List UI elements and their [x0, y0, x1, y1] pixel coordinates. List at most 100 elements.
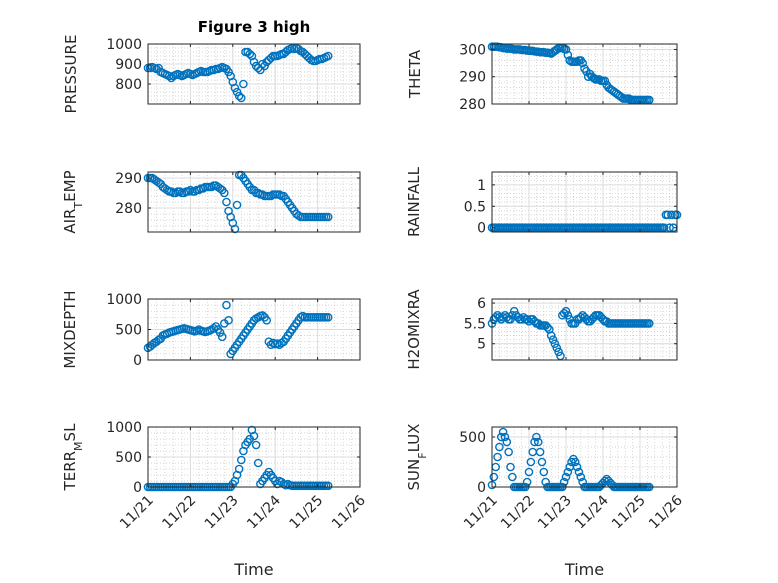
- y-axis-label: H2OMIXRA: [405, 289, 423, 370]
- y-tick-label: 0.5: [464, 199, 486, 215]
- data-point: [535, 447, 545, 457]
- y-tick-label: 1000: [106, 37, 142, 53]
- series-markers: [487, 42, 654, 105]
- data-point: [239, 79, 248, 89]
- axes-frame: [147, 171, 361, 233]
- data-point: [489, 472, 499, 482]
- y-axis-label: THETA: [406, 49, 424, 99]
- subplot-8: 0 500 SUNFLUX 11/2111/2211/2311/2411/2511/2…: [405, 424, 686, 579]
- x-tick-label: 11/25: [287, 493, 327, 533]
- axes-frame: [491, 426, 678, 488]
- data-point: [171, 188, 180, 198]
- data-point: [543, 323, 552, 332]
- data-point: [232, 200, 242, 210]
- series-markers: [487, 306, 654, 361]
- data-point: [262, 316, 272, 325]
- series-markers: [487, 210, 682, 233]
- data-point: [533, 437, 543, 447]
- y-tick-label: 0: [477, 480, 486, 496]
- y-tick-label: 0: [133, 480, 142, 496]
- y-axis-label: AIRTEMP: [61, 170, 85, 233]
- data-point: [509, 306, 519, 316]
- y-tick-label: 280: [459, 97, 486, 113]
- data-point: [561, 306, 571, 316]
- data-point: [323, 312, 333, 322]
- data-point: [600, 76, 610, 86]
- chart-title: Figure 3 high: [198, 18, 311, 36]
- data-point: [517, 315, 526, 324]
- data-point: [539, 467, 549, 477]
- y-tick-label: 290: [115, 171, 142, 187]
- y-tick-label: 6: [477, 296, 486, 312]
- y-tick-label: 1: [477, 178, 486, 194]
- x-tick-label: 11/26: [646, 492, 686, 532]
- y-axis-label: PRESSURE: [62, 35, 80, 114]
- data-point: [572, 57, 582, 67]
- subplot-7: 0 500 1000 TERRMSL 11/21 11/22 11/23 11/24 11/25…: [61, 420, 369, 579]
- data-point: [508, 472, 517, 482]
- data-point: [572, 462, 582, 472]
- data-point: [215, 184, 225, 193]
- y-axis-label: SUNFLUX: [405, 424, 429, 491]
- data-point: [217, 332, 227, 342]
- data-point: [530, 437, 539, 447]
- x-tick-label: 11/23: [535, 493, 575, 533]
- data-point: [253, 458, 263, 468]
- subplot-4: 0 0.5 1 RAINFALL: [405, 166, 682, 237]
- x-tick-label: 11/22: [159, 493, 199, 533]
- data-point: [578, 58, 587, 68]
- data-point: [576, 312, 586, 322]
- data-point: [532, 432, 541, 442]
- x-tick-label: 11/21: [461, 493, 501, 533]
- data-point: [576, 472, 586, 482]
- data-point: [258, 59, 267, 69]
- data-point: [275, 190, 284, 199]
- axes-frame: [491, 298, 678, 361]
- y-tick-label: 900: [115, 57, 142, 73]
- x-tick-label: 11/21: [117, 493, 157, 533]
- data-point: [589, 73, 599, 83]
- subplot-1: 800 900 1000 PRESSURE Figure 3 high: [62, 18, 361, 114]
- data-point: [537, 457, 547, 467]
- y-axis-label: RAINFALL: [405, 166, 423, 237]
- data-point: [500, 432, 510, 442]
- axes-frame: [147, 43, 361, 105]
- y-tick-label: 1000: [106, 420, 142, 436]
- data-point: [559, 477, 569, 487]
- series-markers: [143, 43, 333, 103]
- data-point: [522, 477, 532, 487]
- data-point: [550, 339, 560, 349]
- data-point: [249, 431, 259, 441]
- data-point: [215, 328, 225, 337]
- data-point: [186, 185, 195, 195]
- data-point: [570, 457, 580, 467]
- data-point: [323, 51, 333, 61]
- data-point: [552, 343, 562, 353]
- data-point: [595, 75, 604, 84]
- data-point: [508, 310, 517, 320]
- y-tick-label: 800: [115, 77, 142, 93]
- subplot-2: 280 290 300 THETA: [406, 42, 678, 113]
- data-point: [506, 315, 515, 324]
- data-point: [563, 310, 573, 320]
- axes-frame: [491, 43, 678, 105]
- data-point: [561, 472, 571, 482]
- data-point: [506, 462, 515, 472]
- data-point: [563, 50, 573, 60]
- data-point: [498, 427, 508, 437]
- subplot-5: 0 500 1000 MIXDEPTH: [61, 290, 361, 369]
- y-tick-label: 280: [115, 201, 142, 217]
- x-tick-label: 11/22: [498, 493, 538, 533]
- data-point: [504, 447, 513, 457]
- y-tick-label: 5: [477, 337, 486, 353]
- y-tick-label: 0: [477, 221, 486, 237]
- data-point: [574, 467, 584, 477]
- x-tick-label: 11/26: [329, 492, 369, 532]
- y-axis-label: TERRMSL: [61, 423, 85, 492]
- x-axis-label: Time: [564, 560, 604, 579]
- data-point: [183, 187, 193, 196]
- data-point: [220, 188, 229, 198]
- data-point: [502, 437, 512, 447]
- data-point: [667, 210, 676, 220]
